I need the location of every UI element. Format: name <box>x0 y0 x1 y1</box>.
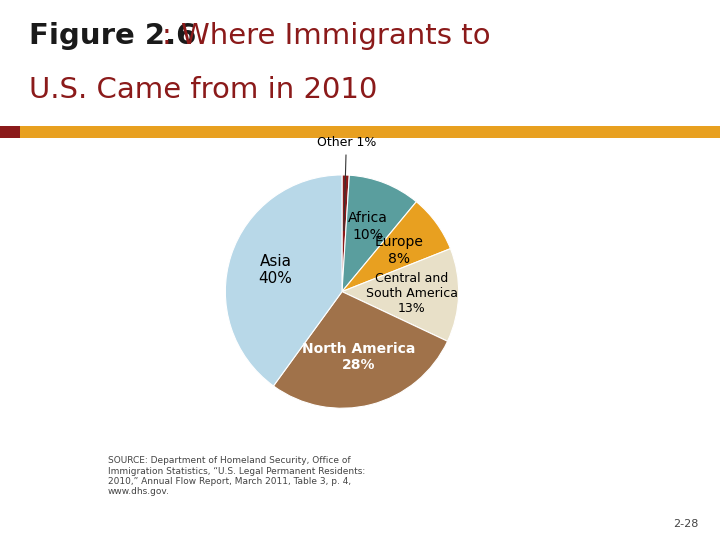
Text: SOURCE: Department of Homeland Security, Office of
Immigration Statistics, “U.S.: SOURCE: Department of Homeland Security,… <box>108 456 365 496</box>
Text: Asia
40%: Asia 40% <box>258 254 292 286</box>
Text: Europe
8%: Europe 8% <box>374 235 423 266</box>
Wedge shape <box>342 202 451 292</box>
Text: U.S. Came from in 2010: U.S. Came from in 2010 <box>29 76 377 104</box>
Wedge shape <box>225 175 342 386</box>
Text: North America
28%: North America 28% <box>302 342 415 372</box>
Wedge shape <box>342 175 416 292</box>
Text: 2-28: 2-28 <box>673 519 698 529</box>
Wedge shape <box>342 175 349 292</box>
Text: Central and
South America
13%: Central and South America 13% <box>366 272 458 315</box>
Bar <box>0 126 20 138</box>
Text: : Where Immigrants to: : Where Immigrants to <box>162 22 490 50</box>
Wedge shape <box>342 248 459 341</box>
Text: Other 1%: Other 1% <box>317 137 376 231</box>
Text: Africa
10%: Africa 10% <box>348 212 387 241</box>
Text: Figure 2.6: Figure 2.6 <box>29 22 196 50</box>
Wedge shape <box>274 292 448 408</box>
